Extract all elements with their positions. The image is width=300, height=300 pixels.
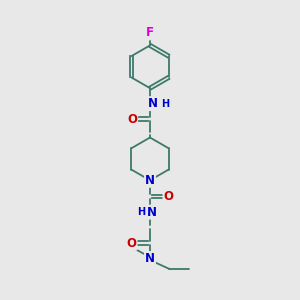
Text: N: N	[145, 252, 155, 265]
Text: N: N	[148, 97, 158, 110]
Text: H: H	[137, 207, 145, 217]
Text: N: N	[147, 206, 157, 219]
Text: O: O	[164, 190, 173, 203]
Text: O: O	[127, 112, 137, 126]
Text: F: F	[146, 26, 154, 39]
Text: N: N	[145, 174, 155, 187]
Text: H: H	[161, 99, 169, 109]
Text: O: O	[127, 236, 136, 250]
